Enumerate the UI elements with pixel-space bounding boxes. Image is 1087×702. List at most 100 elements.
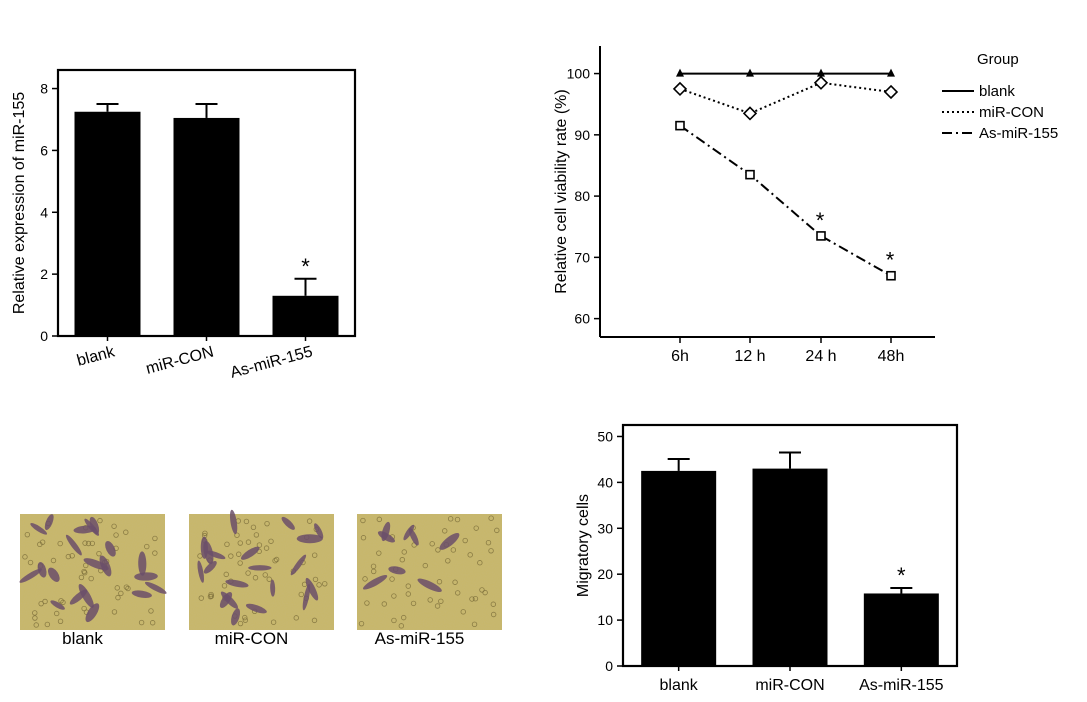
micrograph-label: miR-CON [215, 629, 289, 648]
membrane-pore [243, 518, 250, 525]
series-line [679, 81, 892, 115]
stained-cell [30, 523, 48, 535]
membrane-pore [252, 575, 259, 581]
stained-cell [78, 583, 94, 608]
membrane-pore [83, 562, 89, 569]
y-tick-label: 0 [40, 328, 48, 344]
membrane-pore [490, 601, 497, 607]
y-tick-label: 70 [574, 249, 590, 265]
membrane-pore [391, 593, 397, 599]
stained-cell [65, 534, 82, 556]
stained-cell [144, 581, 167, 594]
membrane-pore [362, 576, 368, 582]
membrane-pore [250, 524, 257, 531]
x-tick-label: blank [660, 677, 699, 694]
stained-cell [134, 572, 158, 581]
stained-cell [403, 524, 415, 541]
membrane-pore [447, 516, 454, 522]
membrane-pore [38, 600, 44, 607]
membrane-pore [152, 535, 158, 542]
membrane-pore [455, 590, 461, 596]
membrane-pore [39, 539, 46, 545]
x-tick-label: blank [75, 343, 117, 370]
membrane-pore [490, 611, 497, 618]
membrane-pore [53, 610, 60, 617]
membrane-pore [245, 570, 251, 576]
membrane-pore [44, 621, 51, 628]
membrane-pore [65, 553, 72, 560]
membrane-pore [410, 600, 417, 607]
series-point [886, 270, 896, 281]
membrane-pore [198, 595, 205, 601]
membrane-pore [370, 563, 377, 570]
membrane-pore [237, 560, 243, 566]
stained-cell [44, 514, 54, 531]
membrane-pore [293, 615, 299, 621]
membrane-pore [138, 619, 145, 626]
membrane-pore [429, 541, 435, 547]
membrane-pore [88, 575, 94, 582]
micrograph [19, 514, 167, 630]
significance-mark: * [897, 563, 906, 588]
stained-cell [381, 521, 391, 542]
membrane-pore [298, 591, 304, 598]
y-tick-label: 6 [40, 142, 48, 158]
membrane-pore [223, 571, 229, 578]
membrane-pore [237, 620, 244, 627]
stained-cell [19, 568, 42, 583]
membrane-pore [266, 576, 272, 582]
membrane-pore [111, 523, 117, 529]
membrane-pore [97, 517, 103, 524]
membrane-pore [306, 518, 313, 524]
series-point [816, 231, 826, 241]
x-tick-label: As-miR-155 [859, 677, 944, 694]
membrane-pore [148, 608, 154, 614]
stained-cell [69, 589, 88, 605]
membrane-pore [85, 540, 92, 547]
membrane-pore [253, 532, 260, 538]
membrane-pore [27, 559, 34, 566]
membrane-pore [221, 583, 228, 589]
membrane-pore [114, 585, 120, 591]
membrane-pore [360, 535, 367, 541]
membrane-pore [381, 601, 387, 607]
membrane-pore [57, 618, 64, 624]
series-point [672, 81, 688, 97]
stained-cell [85, 603, 100, 623]
membrane-pore [69, 553, 75, 559]
membrane-pore [245, 539, 252, 545]
series-line [679, 124, 892, 277]
viability-line-chart: 60 70 80 90 100 6h 12 h 24 h 48h * * Relative cell … [553, 46, 1058, 365]
expression-bar-chart: 0 2 4 6 8 blank miR-CON * As-miR-155 Relative exp… [11, 68, 357, 382]
membrane-pore [450, 547, 457, 553]
membrane-pore [152, 550, 158, 556]
membrane-pore [427, 597, 433, 603]
membrane-pore [445, 558, 451, 564]
y-tick-label: 4 [40, 204, 48, 220]
series-point [745, 169, 755, 180]
stained-cell [439, 533, 460, 550]
membrane-pore [42, 598, 48, 605]
stained-cell [225, 579, 249, 588]
y-axis-label: Relative expression of miR-155 [11, 92, 28, 314]
stained-cell [200, 536, 208, 559]
stained-cell [197, 560, 205, 583]
micrograph-label: As-miR-155 [375, 629, 465, 648]
y-tick-label: 60 [574, 311, 590, 327]
stained-cell [388, 566, 406, 575]
membrane-pore [202, 530, 208, 536]
membrane-pore [111, 609, 118, 615]
microscopy-panel: blank miR-CON As-miR-155 [19, 509, 502, 648]
y-tick-label: 20 [597, 566, 613, 582]
membrane-pore [435, 547, 441, 553]
x-tick-label: As-miR-155 [229, 343, 315, 381]
membrane-pore [399, 557, 406, 563]
membrane-pore [237, 540, 243, 546]
membrane-pore [311, 552, 318, 558]
stained-cell [138, 551, 147, 576]
membrane-pore [82, 569, 88, 576]
membrane-pore [256, 542, 263, 548]
legend-label: blank [979, 83, 1015, 100]
significance-mark: * [301, 254, 310, 279]
x-tick-label: 48h [878, 348, 905, 365]
